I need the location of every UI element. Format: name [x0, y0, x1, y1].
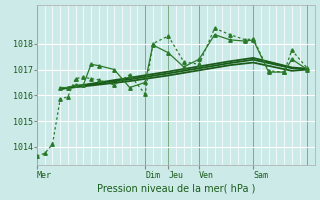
X-axis label: Pression niveau de la mer( hPa ): Pression niveau de la mer( hPa ) — [97, 184, 255, 194]
